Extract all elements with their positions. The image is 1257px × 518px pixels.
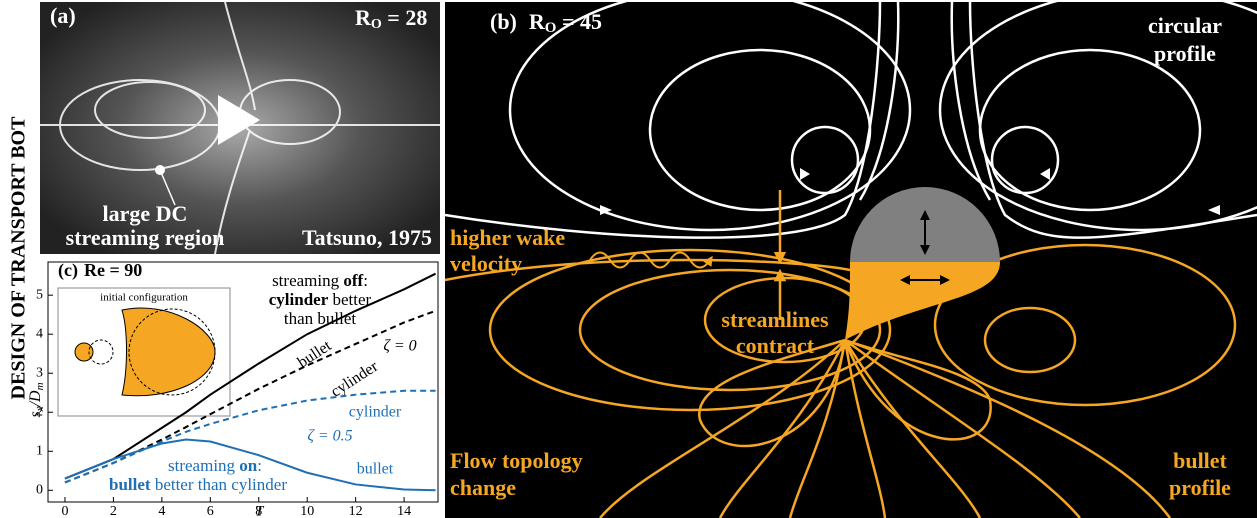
- panel-label: (c): [58, 260, 78, 281]
- contract-label: contract: [736, 333, 815, 358]
- bullet-label: bullet: [1173, 448, 1227, 473]
- panel-label-text: (b): [490, 9, 517, 34]
- topology-label: change: [450, 475, 516, 500]
- contract-label: streamlines: [721, 307, 829, 332]
- panel-c: (c) Re = 90 initial configuration streami…: [27, 260, 438, 518]
- on-part: :: [257, 456, 262, 475]
- title-text: Re = 90: [84, 260, 142, 280]
- y-tick-label: 3: [36, 365, 43, 380]
- chart-title: (c) Re = 90: [58, 260, 142, 281]
- zeta-label: ζ = 0: [383, 338, 416, 355]
- wake-label: higher wake: [450, 225, 565, 250]
- topology-label: Flow topology: [450, 448, 583, 473]
- x-tick-label: 8: [255, 504, 262, 518]
- on-part: on: [239, 456, 258, 475]
- on-part: streaming: [168, 456, 239, 475]
- on-text: bullet better than cylinder: [109, 475, 287, 494]
- zeta-label: ζ = 0.5: [307, 428, 352, 445]
- credit: Tatsuno, 1975: [302, 225, 432, 250]
- x-tick-label: 10: [300, 504, 314, 518]
- off-text: than bullet: [284, 309, 357, 328]
- x-tick-label: 2: [110, 504, 117, 518]
- x-tick-label: 4: [158, 504, 165, 518]
- y-tick-label: 5: [36, 287, 43, 302]
- figure: DESIGN OF TRANSPORT BOT (a) RO = 28 larg…: [0, 0, 1257, 518]
- y-tick-label: 1: [36, 443, 43, 458]
- on-text: streaming on:: [168, 456, 262, 475]
- x-tick-label: 0: [61, 504, 68, 518]
- parameter-sub: O: [371, 17, 382, 32]
- off-part: :: [363, 271, 368, 290]
- circular-label: profile: [1154, 41, 1216, 66]
- on-part: better than cylinder: [151, 475, 288, 494]
- off-part: cylinder: [269, 290, 329, 309]
- on-part: bullet: [109, 475, 151, 494]
- panel-b: (b)RO = 45 circular profile higher wake …: [445, 0, 1257, 518]
- parameter-value: = 28: [382, 5, 428, 30]
- x-tick-label: 6: [207, 504, 214, 518]
- off-part: off: [343, 271, 363, 290]
- circular-label: circular: [1148, 13, 1222, 38]
- side-label: DESIGN OF TRANSPORT BOT: [8, 116, 30, 400]
- wake-label: velocity: [450, 251, 522, 276]
- region-label: streaming region: [66, 225, 225, 250]
- panel-a: (a) RO = 28 large DC streaming region Ta…: [40, 2, 440, 254]
- parameter-sub: O: [545, 20, 557, 36]
- y-label-part: m: [34, 382, 46, 390]
- panel-label: (a): [50, 3, 76, 28]
- series-label: bullet: [357, 461, 394, 478]
- inset-label: initial configuration: [100, 292, 188, 304]
- series-label: cylinder: [349, 404, 402, 421]
- bullet-label: profile: [1169, 475, 1231, 500]
- x-tick-label: 12: [349, 504, 363, 518]
- off-text: cylinder better: [269, 290, 372, 309]
- region-label: large DC: [103, 201, 188, 226]
- x-tick-label: 14: [397, 504, 411, 518]
- y-tick-label: 0: [36, 483, 43, 498]
- off-part: streaming: [272, 271, 343, 290]
- y-tick-label: 4: [36, 326, 43, 341]
- parameter: RO = 28: [355, 5, 427, 32]
- parameter-symbol: R: [355, 5, 372, 30]
- y-tick-label: 2: [36, 404, 43, 419]
- off-text: streaming off:: [272, 271, 368, 290]
- parameter-value: = 45: [556, 9, 602, 34]
- parameter-symbol: R: [529, 9, 546, 34]
